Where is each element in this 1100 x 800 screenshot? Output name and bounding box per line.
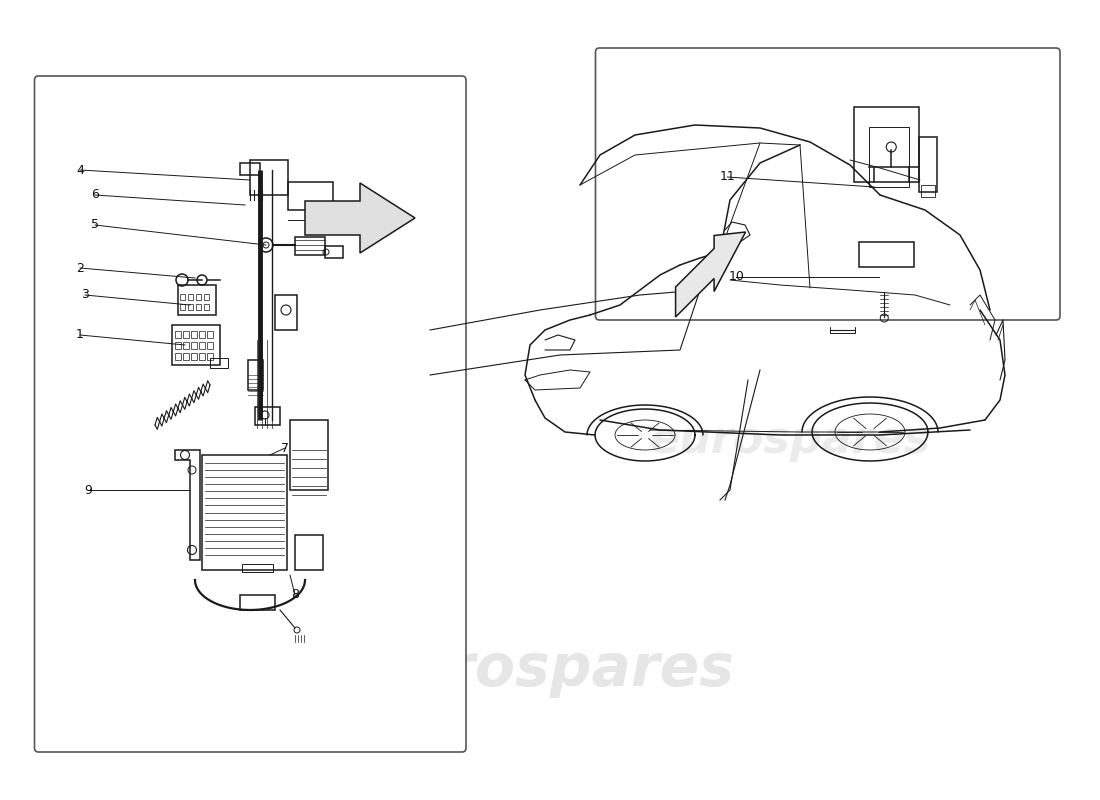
Bar [191, 353, 197, 360]
Bar [175, 353, 182, 360]
Bar [188, 304, 192, 310]
Text: 4: 4 [76, 163, 84, 177]
Bar [199, 353, 205, 360]
Bar [204, 294, 209, 300]
Bar [178, 285, 216, 315]
Bar [248, 360, 263, 390]
Bar [172, 325, 220, 365]
Bar [295, 237, 324, 255]
Bar [175, 331, 182, 338]
Bar [207, 353, 213, 360]
Text: 11: 11 [719, 170, 735, 183]
Text: 5: 5 [91, 218, 99, 231]
Bar [183, 353, 189, 360]
Bar [207, 331, 213, 338]
Bar [240, 595, 275, 610]
Bar [859, 242, 914, 267]
Bar [242, 564, 273, 572]
Bar [204, 304, 209, 310]
Text: 2: 2 [76, 262, 84, 274]
Bar [188, 294, 192, 300]
Polygon shape [675, 232, 746, 317]
Bar [175, 342, 182, 349]
Bar [250, 160, 288, 195]
Bar [183, 331, 189, 338]
Bar [180, 304, 185, 310]
Polygon shape [305, 183, 415, 253]
Bar [295, 535, 323, 570]
Bar [324, 246, 343, 258]
Bar [202, 455, 287, 570]
Bar [210, 358, 228, 368]
Text: eurospares: eurospares [649, 418, 931, 462]
FancyBboxPatch shape [34, 76, 466, 752]
Bar [290, 420, 328, 490]
Bar [183, 342, 189, 349]
Bar [288, 182, 333, 210]
Bar [922, 185, 935, 197]
Text: 9: 9 [84, 483, 92, 497]
Bar [855, 107, 920, 182]
Text: 1: 1 [76, 329, 84, 342]
Bar [196, 294, 201, 300]
Bar [199, 331, 205, 338]
Bar [180, 294, 185, 300]
Bar [920, 137, 937, 192]
Bar [240, 163, 260, 175]
Bar [255, 407, 280, 425]
Bar [191, 342, 197, 349]
Bar [196, 304, 201, 310]
Text: 3: 3 [81, 289, 89, 302]
Text: 10: 10 [728, 270, 745, 283]
Text: 8: 8 [292, 589, 299, 602]
Text: eurospares: eurospares [69, 409, 351, 451]
Bar [199, 342, 205, 349]
Text: 6: 6 [91, 189, 99, 202]
Bar [191, 331, 197, 338]
Text: eurospares: eurospares [365, 642, 735, 698]
FancyBboxPatch shape [595, 48, 1060, 320]
Bar [275, 295, 297, 330]
Bar [869, 127, 910, 187]
Bar [207, 342, 213, 349]
Text: 7: 7 [280, 442, 289, 454]
